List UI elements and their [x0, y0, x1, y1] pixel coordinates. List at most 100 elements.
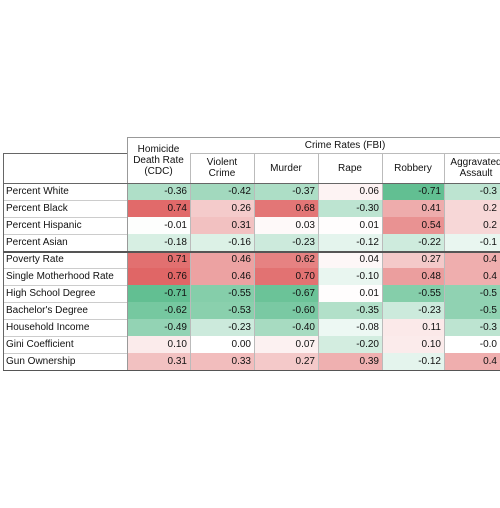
value-cell: -0.23	[254, 234, 318, 251]
value-cell: -0.35	[318, 302, 382, 319]
column-header: Aggravated Assault	[450, 157, 500, 179]
rule	[127, 137, 500, 138]
value-cell: -0.30	[318, 200, 382, 217]
row-label: Bachelor's Degree	[6, 305, 88, 316]
value-cell: 0.31	[190, 217, 254, 234]
rule	[3, 302, 127, 303]
value-cell: 0.03	[254, 217, 318, 234]
row-label: Percent Black	[6, 203, 68, 214]
value-cell: -0.22	[382, 234, 444, 251]
value-cell: 0.62	[254, 251, 318, 268]
rule	[3, 183, 500, 184]
column-header: Robbery	[394, 162, 432, 174]
value-cell: -0.67	[254, 285, 318, 302]
value-cell: -0.5	[444, 302, 500, 319]
value-cell: 0.74	[127, 200, 190, 217]
column-header: Rape	[338, 162, 362, 174]
row-label: Poverty Rate	[6, 254, 64, 265]
value-cell: -0.53	[190, 302, 254, 319]
rule	[3, 200, 127, 201]
value-cell: 0.27	[382, 251, 444, 268]
value-cell: 0.39	[318, 353, 382, 370]
value-cell: 0.01	[318, 217, 382, 234]
value-cell: 0.00	[190, 336, 254, 353]
rule	[3, 217, 127, 218]
value-cell: -0.36	[127, 183, 190, 200]
rule	[3, 234, 127, 235]
value-cell: 0.41	[382, 200, 444, 217]
column-header: Murder	[270, 162, 302, 174]
value-cell: -0.12	[318, 234, 382, 251]
value-cell: -0.12	[382, 353, 444, 370]
group-header: Crime Rates (FBI)	[304, 139, 386, 151]
value-cell: 0.06	[318, 183, 382, 200]
value-cell: 0.10	[127, 336, 190, 353]
value-cell: 0.11	[382, 319, 444, 336]
rule	[3, 153, 4, 370]
value-cell: -0.23	[190, 319, 254, 336]
value-cell: -0.55	[190, 285, 254, 302]
value-cell: 0.33	[190, 353, 254, 370]
row-label: Percent Hispanic	[6, 220, 82, 231]
value-cell: -0.37	[254, 183, 318, 200]
row-label: Gun Ownership	[6, 356, 76, 367]
value-cell: 0.46	[190, 268, 254, 285]
value-cell: -0.16	[190, 234, 254, 251]
value-cell: 0.70	[254, 268, 318, 285]
value-cell: -0.71	[127, 285, 190, 302]
value-cell: -0.71	[382, 183, 444, 200]
row-label: Percent Asian	[6, 237, 68, 248]
value-cell: 0.46	[190, 251, 254, 268]
value-cell: -0.62	[127, 302, 190, 319]
row-label: Gini Coefficient	[6, 339, 74, 350]
value-cell: -0.08	[318, 319, 382, 336]
value-cell: -0.40	[254, 319, 318, 336]
value-cell: 0.2	[444, 200, 500, 217]
value-cell: 0.2	[444, 217, 500, 234]
rule	[318, 153, 319, 370]
value-cell: -0.1	[444, 234, 500, 251]
value-cell: -0.20	[318, 336, 382, 353]
value-cell: 0.4	[444, 353, 500, 370]
value-cell: -0.23	[382, 302, 444, 319]
rule	[254, 153, 255, 370]
value-cell: 0.31	[127, 353, 190, 370]
rule	[190, 153, 191, 370]
rule	[382, 153, 383, 370]
column-header: Homicide Death Rate (CDC)	[133, 143, 184, 177]
rule	[190, 153, 500, 154]
rule	[3, 153, 127, 154]
value-cell: 0.01	[318, 285, 382, 302]
value-cell: 0.26	[190, 200, 254, 217]
value-cell: -0.3	[444, 183, 500, 200]
value-cell: -0.0	[444, 336, 500, 353]
value-cell: -0.42	[190, 183, 254, 200]
value-cell: -0.55	[382, 285, 444, 302]
rule	[3, 336, 127, 337]
value-cell: 0.54	[382, 217, 444, 234]
column-header: Violent Crime	[206, 157, 238, 179]
rule	[444, 153, 445, 370]
value-cell: 0.07	[254, 336, 318, 353]
value-cell: -0.10	[318, 268, 382, 285]
row-label: High School Degree	[6, 288, 96, 299]
rule	[3, 268, 127, 269]
value-cell: 0.4	[444, 268, 500, 285]
value-cell: -0.5	[444, 285, 500, 302]
value-cell: 0.27	[254, 353, 318, 370]
value-cell: 0.4	[444, 251, 500, 268]
value-cell: -0.01	[127, 217, 190, 234]
rule	[3, 319, 127, 320]
value-cell: 0.71	[127, 251, 190, 268]
rule	[3, 285, 127, 286]
value-cell: 0.10	[382, 336, 444, 353]
value-cell: 0.68	[254, 200, 318, 217]
value-cell: -0.18	[127, 234, 190, 251]
rule	[3, 251, 500, 253]
value-cell: 0.48	[382, 268, 444, 285]
rule	[127, 137, 128, 370]
value-cell: 0.76	[127, 268, 190, 285]
rule	[3, 353, 127, 354]
